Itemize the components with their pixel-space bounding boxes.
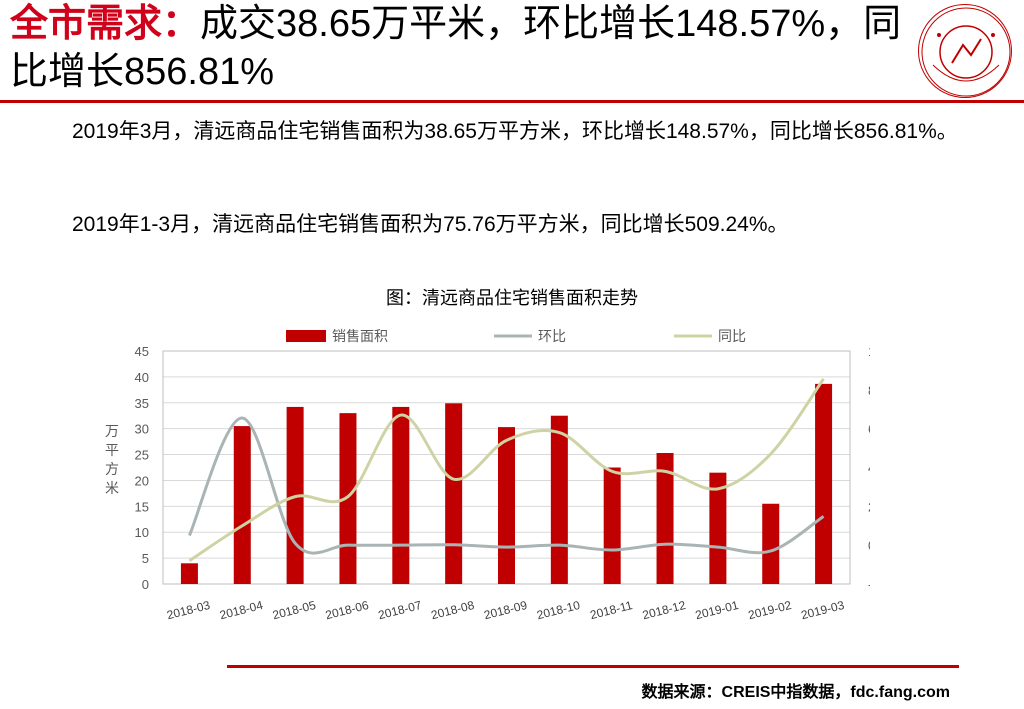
y-left-axis-label: 平 — [105, 443, 119, 459]
y-left-tick-label: 35 — [135, 396, 149, 411]
y-right-tick-label: -200 — [868, 577, 870, 592]
bar-sales-area — [550, 415, 568, 584]
x-tick-label: 2018-04 — [218, 598, 264, 622]
x-tick-label: 2018-11 — [589, 598, 635, 622]
bar-sales-area — [498, 427, 515, 584]
legend-label-mom: 环比 — [538, 329, 566, 345]
x-tick-label: 2019-03 — [800, 598, 846, 622]
paragraph-quarterly: 2019年1-3月，清远商品住宅销售面积为75.76万平方米，同比增长509.2… — [72, 213, 789, 236]
china-index-academy-logo — [918, 4, 1012, 98]
x-tick-label: 2018-12 — [641, 598, 687, 622]
bar-sales-area — [656, 453, 674, 584]
footer-divider — [227, 665, 959, 668]
y-left-tick-label: 30 — [135, 422, 149, 437]
bar-sales-area — [603, 467, 621, 584]
chart-title: 图：清远商品住宅销售面积走势 — [386, 288, 638, 308]
y-left-tick-label: 15 — [135, 499, 149, 514]
y-left-tick-label: 40 — [135, 370, 149, 385]
y-left-tick-label: 20 — [135, 473, 149, 488]
bar-sales-area — [815, 383, 833, 584]
bar-sales-area — [392, 406, 410, 584]
y-left-axis-label: 米 — [105, 481, 119, 497]
line-yoy — [188, 377, 825, 562]
legend-label-yoy: 同比 — [718, 329, 746, 345]
logo-emblem-icon — [921, 7, 1011, 97]
headline: 全市需求：成交38.65万平米，环比增长148.57%，同比增长856.81% — [10, 0, 910, 96]
bar-sales-area — [233, 426, 251, 584]
y-left-tick-label: 0 — [142, 577, 149, 592]
legend-label-sales-area: 销售面积 — [332, 329, 388, 345]
x-tick-label: 2018-06 — [324, 598, 370, 622]
data-source: 数据来源：CREIS中指数据，fdc.fang.com — [641, 684, 950, 701]
legend-swatch-sales-area — [286, 330, 326, 342]
x-tick-label: 2018-05 — [271, 598, 317, 622]
y-left-tick-label: 45 — [135, 344, 149, 359]
bar-sales-area — [762, 503, 780, 584]
paragraph-monthly: 2019年3月，清远商品住宅销售面积为38.65万平方米，环比增长148.57%… — [72, 120, 958, 143]
bar-sales-area — [180, 563, 198, 584]
x-tick-label: 2018-10 — [535, 598, 581, 622]
y-right-tick-label: 400 — [868, 461, 870, 476]
header-divider — [0, 100, 1024, 103]
y-left-tick-label: 25 — [135, 448, 149, 463]
x-tick-label: 2018-03 — [165, 598, 211, 622]
y-right-tick-label: 200 — [868, 499, 870, 514]
sales-area-chart: 0 5 10 15 20 25 30 35 40 45 -200 0 200 400 600 800 1000 万… — [105, 329, 870, 622]
headline-prefix: 全市需求： — [10, 3, 201, 45]
y-right-tick-label: 800 — [868, 383, 870, 398]
line-mom — [188, 416, 825, 555]
y-right-tick-label: 600 — [868, 422, 870, 437]
y-left-axis-label: 方 — [105, 462, 119, 478]
y-left-tick-label: 5 — [142, 551, 149, 566]
x-tick-label: 2018-09 — [482, 598, 528, 622]
x-tick-label: 2019-01 — [694, 598, 740, 622]
x-tick-label: 2019-02 — [747, 598, 793, 622]
y-right-tick-label: 1000 — [868, 344, 870, 359]
y-right-tick-label: 0 — [868, 538, 870, 553]
y-left-tick-label: 10 — [135, 525, 149, 540]
bar-sales-area — [709, 472, 727, 584]
bar-sales-area — [339, 413, 357, 584]
x-tick-label: 2018-07 — [377, 598, 423, 622]
bar-sales-area — [445, 403, 463, 584]
y-left-axis-label: 万 — [105, 424, 119, 440]
x-tick-label: 2018-08 — [430, 598, 476, 622]
headline-rest: 成交38.65万平米，环比增长148.57%，同比增长856.81% — [10, 3, 902, 93]
